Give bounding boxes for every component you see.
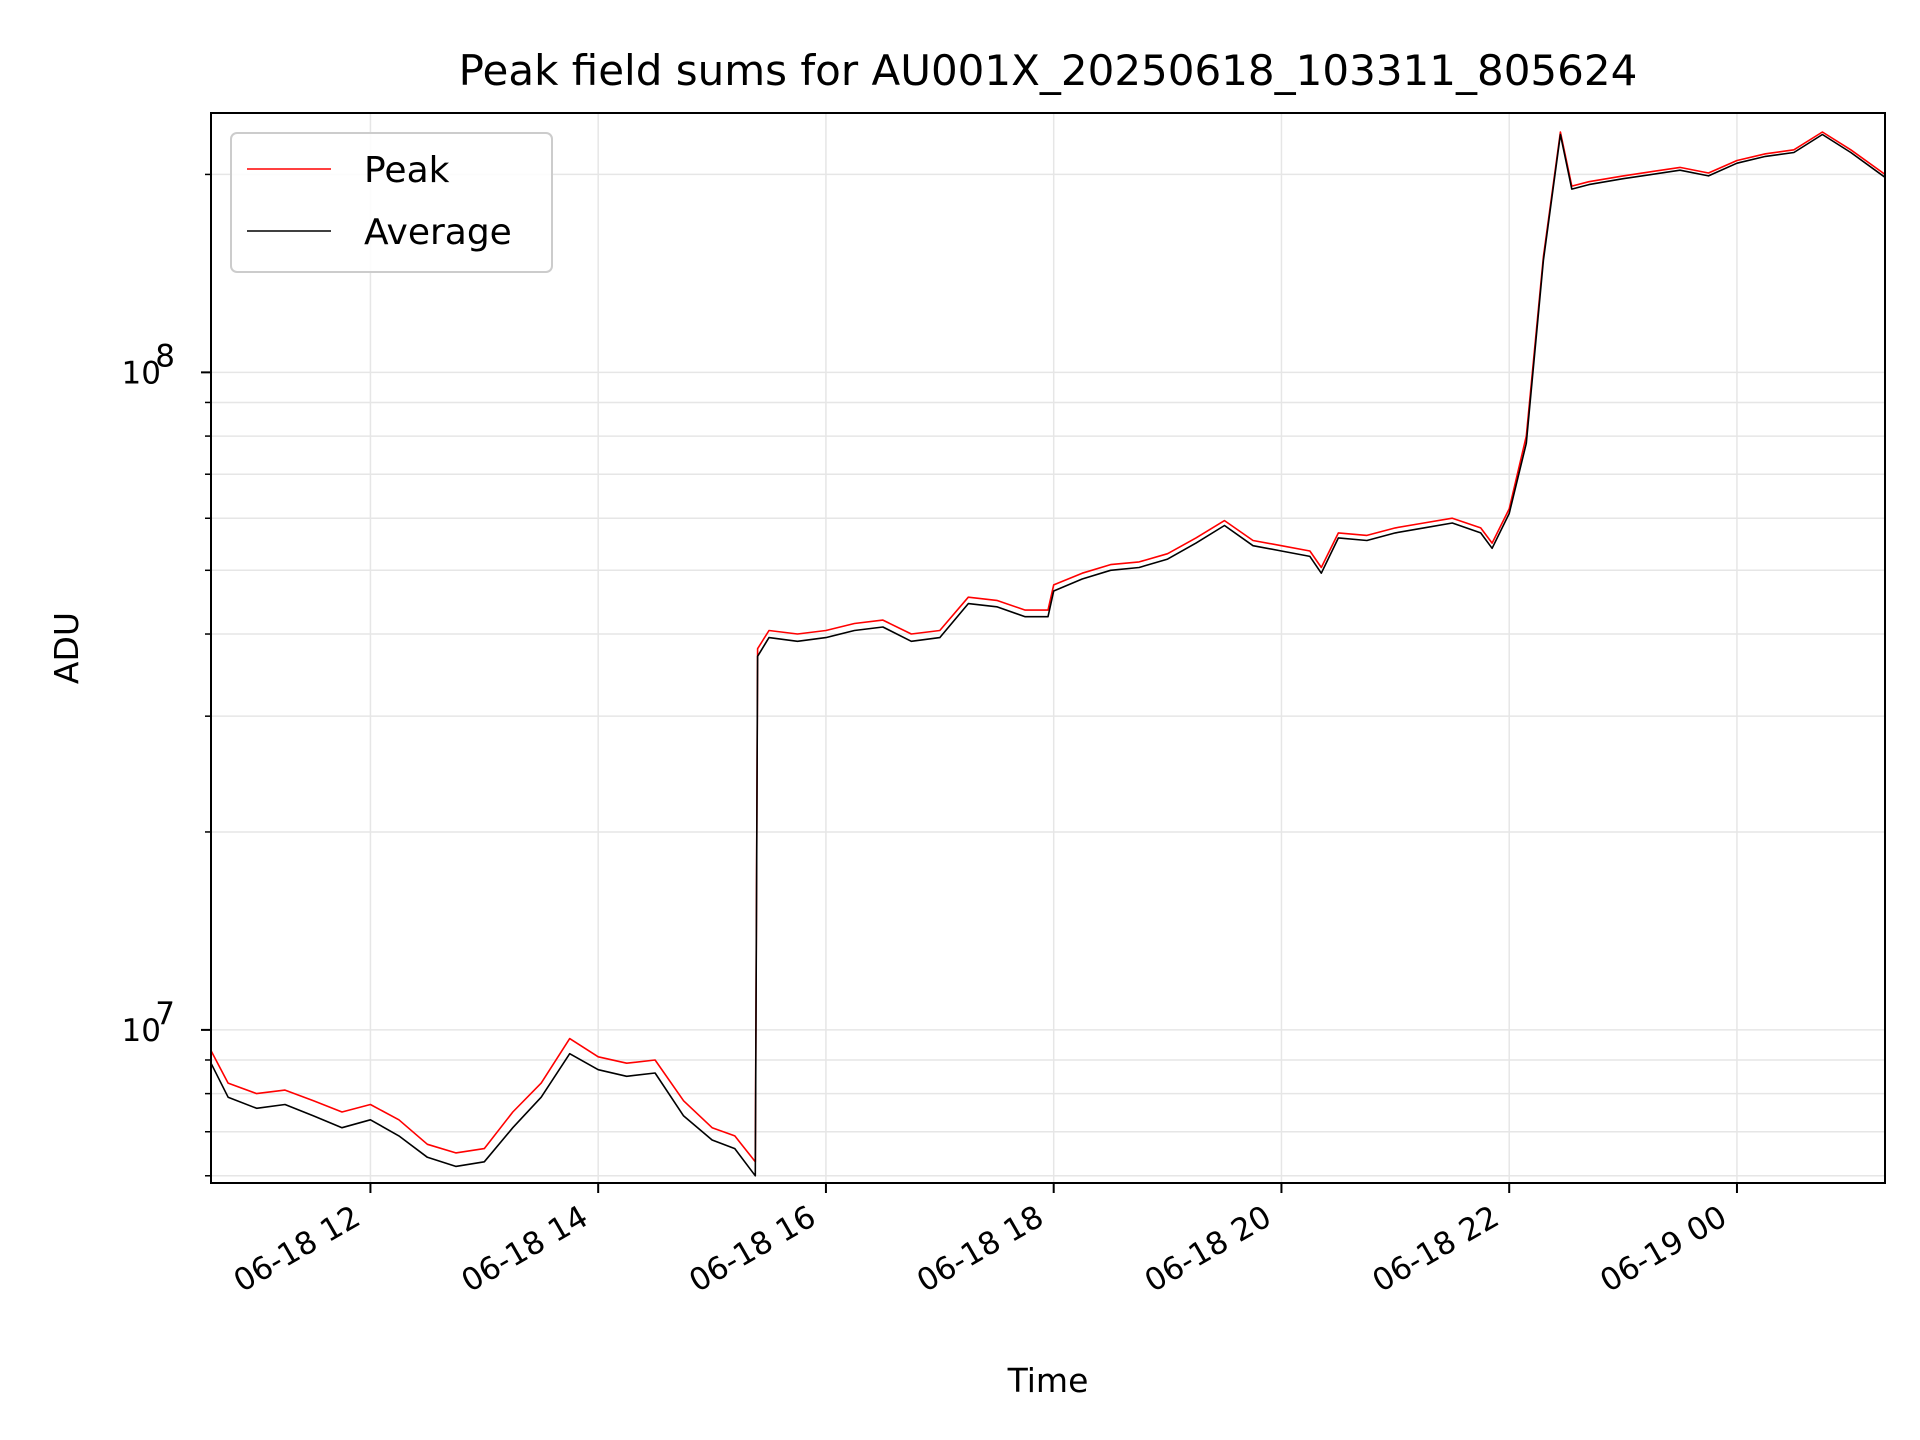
y-tick-base: 10 (122, 355, 161, 391)
legend-label-average: Average (364, 212, 512, 253)
y-axis-title: ADU (47, 612, 86, 684)
series-line-average (210, 133, 1886, 1177)
grid (211, 113, 1885, 1183)
y-tick-exponent: 7 (155, 996, 175, 1032)
legend: Peak Average (230, 132, 553, 273)
y-tick-label: 107 (122, 996, 175, 1049)
plot-frame (210, 112, 1886, 1184)
y-tick-label: 108 (122, 338, 175, 391)
y-tick-base: 10 (122, 1013, 161, 1049)
legend-label-peak: Peak (364, 150, 450, 191)
series-layer (210, 131, 1886, 1177)
legend-box (230, 132, 553, 273)
y-tick-exponent: 8 (155, 338, 175, 374)
chart-title: Peak field sums for AU001X_20250618_1033… (459, 46, 1638, 95)
x-axis-title: Time (1007, 1361, 1089, 1400)
